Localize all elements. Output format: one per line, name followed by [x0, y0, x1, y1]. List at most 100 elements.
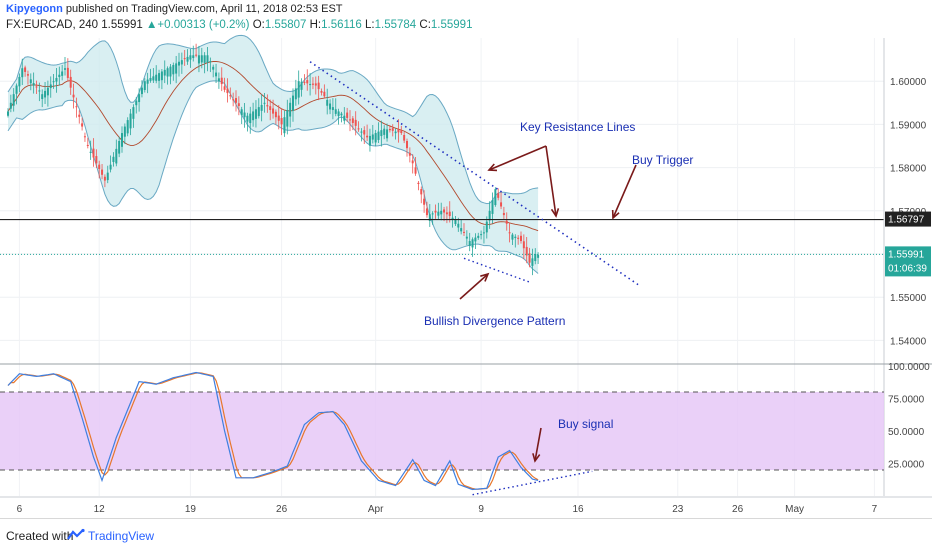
- candle-body: [497, 193, 500, 198]
- candle: [368, 128, 371, 152]
- open-value: 1.55807: [264, 19, 307, 31]
- candle-body: [363, 130, 366, 135]
- candle-body: [417, 182, 420, 185]
- candle-body: [195, 54, 198, 56]
- time-tick-label: 16: [572, 504, 584, 515]
- candle-body: [522, 241, 525, 249]
- candle-body: [149, 77, 152, 81]
- candle-body: [354, 119, 357, 126]
- candle-body: [403, 135, 406, 141]
- candle-body: [132, 107, 135, 119]
- candle-body: [212, 66, 215, 70]
- candle: [72, 83, 75, 109]
- candle-body: [121, 133, 123, 147]
- candle-body: [500, 202, 503, 207]
- candle-body: [66, 67, 69, 78]
- buy-trigger-arrow-head: [611, 209, 620, 220]
- buy-signal-arrow-shaft: [534, 427, 542, 462]
- candle-body: [531, 258, 534, 266]
- candle: [126, 117, 129, 137]
- candle-body: [226, 88, 229, 94]
- candle: [360, 128, 363, 142]
- candle: [240, 106, 243, 125]
- candle: [403, 131, 406, 144]
- candle: [371, 124, 374, 144]
- candle-body: [283, 117, 286, 134]
- bollinger-upper-line: [7, 34, 539, 205]
- candle-body: [383, 128, 386, 135]
- last-price-label: 1.55991: [888, 249, 925, 260]
- stochastic-band-fill: [0, 392, 884, 470]
- candle: [186, 49, 189, 65]
- buy-trigger-annotation: Buy Trigger: [632, 153, 693, 167]
- candle-body: [129, 113, 132, 129]
- candle-body: [408, 152, 411, 156]
- publish-info: Kipyegonn published on TradingView.com, …: [6, 3, 343, 15]
- candle-body: [505, 220, 508, 224]
- candle: [377, 122, 380, 143]
- candle-body: [374, 133, 377, 143]
- bollinger-band-fill: [8, 35, 539, 274]
- candle-body: [274, 111, 277, 118]
- candle: [183, 50, 186, 66]
- candle-body: [457, 223, 460, 228]
- candle-body: [18, 76, 21, 87]
- candle-body: [160, 71, 163, 81]
- tradingview-brand-link[interactable]: TradingView: [88, 529, 155, 543]
- candle: [272, 99, 275, 119]
- price-chart[interactable]: Key Resistance Lines Buy Trigger Bullish D…: [0, 0, 932, 518]
- candle: [178, 52, 180, 77]
- candle-body: [89, 151, 92, 153]
- candle: [32, 72, 35, 94]
- candle: [52, 73, 55, 89]
- candle-body: [277, 115, 280, 121]
- candle-body: [303, 81, 306, 83]
- candle: [423, 190, 426, 213]
- candle: [152, 68, 155, 84]
- candle-body: [232, 99, 235, 101]
- high-label: H:: [309, 19, 322, 31]
- candle: [232, 92, 235, 107]
- candle: [98, 160, 101, 179]
- candle-body: [349, 119, 351, 121]
- candle-body: [209, 61, 212, 63]
- author-name[interactable]: Kipyegonn: [6, 3, 63, 15]
- candle-body: [411, 160, 414, 164]
- candle-body: [400, 130, 403, 134]
- candle-body: [146, 79, 149, 84]
- candle: [81, 117, 84, 131]
- candle-body: [534, 254, 537, 262]
- candle: [420, 186, 423, 204]
- divergence-arrow-shaft: [459, 273, 489, 300]
- candle-body: [112, 156, 115, 162]
- candle: [280, 108, 283, 136]
- candle-body: [229, 95, 232, 97]
- tradingview-logo-icon[interactable]: [66, 528, 86, 542]
- candle-body: [343, 115, 346, 121]
- candle: [257, 98, 260, 119]
- candle: [158, 69, 161, 89]
- candle-body: [26, 74, 29, 76]
- candle: [343, 107, 346, 125]
- candle: [49, 76, 52, 98]
- candle: [274, 109, 277, 125]
- candle-body: [525, 246, 528, 256]
- candle: [26, 70, 29, 85]
- candle-body: [340, 113, 343, 116]
- candle: [9, 94, 12, 113]
- candle-body: [220, 77, 223, 85]
- candle: [505, 212, 508, 231]
- candle-body: [514, 236, 517, 238]
- candle: [197, 45, 200, 73]
- candle-body: [175, 63, 178, 74]
- candle-body: [158, 73, 161, 81]
- candle-body: [24, 67, 27, 72]
- candle: [121, 126, 123, 153]
- resistance-arrow-right: [545, 145, 560, 218]
- candle: [380, 120, 383, 147]
- candle-body: [103, 176, 106, 181]
- candle: [309, 73, 312, 96]
- candle-body: [334, 109, 337, 114]
- candle: [346, 107, 349, 122]
- candle-body: [351, 118, 354, 123]
